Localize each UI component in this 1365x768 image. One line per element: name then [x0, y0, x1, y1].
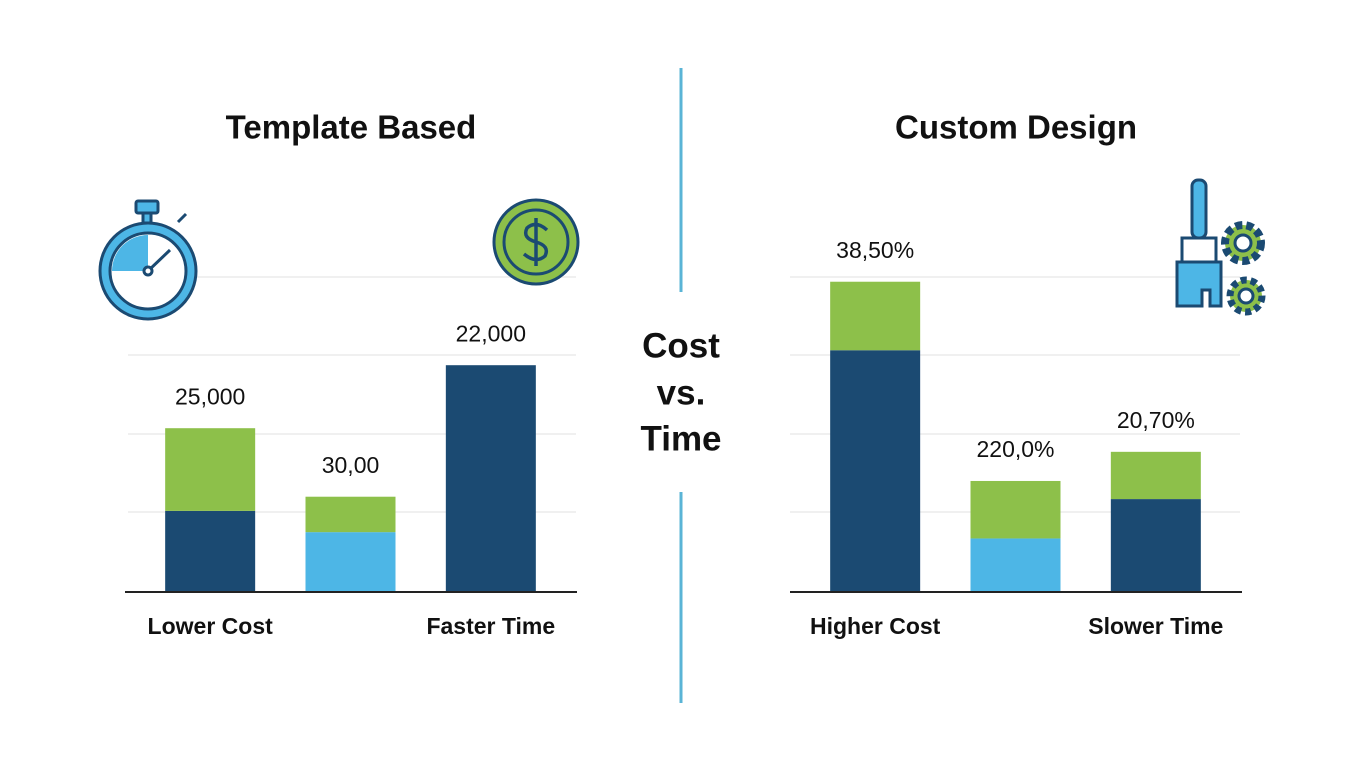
bar-segment: [830, 281, 921, 351]
center-label: Time: [640, 419, 721, 458]
bar-label: 38,50%: [836, 237, 914, 263]
chart-title: Custom Design: [895, 109, 1137, 146]
x-tick-label: Faster Time: [426, 613, 555, 639]
tools-icon: [1175, 178, 1266, 316]
bar-label: 30,00: [322, 452, 380, 478]
center-label: Cost: [642, 326, 720, 365]
bar-label: 25,000: [175, 383, 245, 409]
bar-segment: [165, 510, 256, 592]
bar-label: 220,0%: [976, 436, 1054, 462]
bar-label: 20,70%: [1117, 407, 1195, 433]
x-tick-label: Lower Cost: [148, 613, 274, 639]
bar-segment: [305, 496, 396, 533]
dollar-icon: [492, 198, 580, 286]
x-tick-label: Slower Time: [1088, 613, 1223, 639]
bar-segment: [970, 538, 1061, 592]
bar-label: 22,000: [456, 320, 526, 346]
center-label: vs.: [657, 373, 706, 412]
bar-segment: [970, 480, 1061, 539]
bar-segment: [830, 350, 921, 592]
bar-segment: [1110, 451, 1201, 500]
bar-segment: [1110, 499, 1201, 592]
x-tick-label: Higher Cost: [810, 613, 941, 639]
chart-title: Template Based: [226, 109, 477, 146]
bar-segment: [445, 365, 536, 592]
bar-segment: [165, 428, 256, 511]
bar-segment: [305, 532, 396, 592]
stopwatch-icon: [98, 199, 198, 321]
